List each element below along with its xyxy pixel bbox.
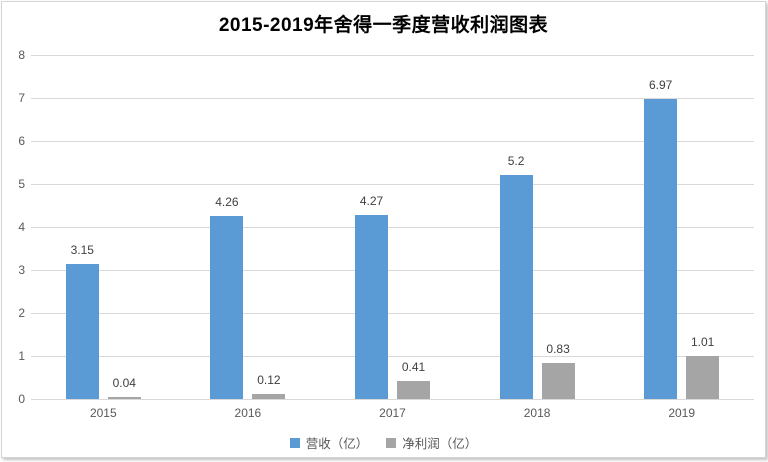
x-axis-tick-label: 2019 (668, 406, 696, 420)
data-label: 3.15 (70, 242, 94, 257)
gridline (31, 312, 754, 314)
gridline (31, 226, 754, 228)
legend-swatch (289, 437, 300, 448)
data-label: 4.26 (215, 194, 239, 209)
bar-revenue (644, 99, 678, 399)
x-axis-tick-label: 2018 (523, 406, 551, 420)
gridline (31, 398, 754, 400)
y-axis-tick-label: 0 (18, 392, 25, 406)
legend-swatch (386, 437, 397, 448)
bar-net-profit (686, 355, 720, 399)
bar-net-profit (107, 397, 141, 399)
y-axis-tick-label: 2 (18, 306, 25, 320)
data-label: 5.2 (507, 154, 525, 169)
y-axis-tick-label: 1 (18, 349, 25, 363)
x-axis-tick-label: 2016 (234, 406, 262, 420)
bar-revenue (499, 175, 533, 399)
bar-revenue (355, 215, 388, 399)
y-axis-tick-label: 4 (18, 220, 25, 234)
legend-label: 营收（亿） (305, 437, 369, 451)
y-axis-tick-label: 8 (18, 48, 25, 62)
gridline (31, 355, 754, 357)
y-axis-tick-label: 7 (18, 91, 25, 105)
bar-net-profit (397, 381, 430, 399)
data-label: 4.27 (359, 194, 384, 209)
chart-title: 2015-2019年舍得一季度营收利润图表 (218, 15, 549, 36)
bar-net-profit (252, 393, 286, 399)
x-axis-tick-label: 2017 (379, 406, 406, 420)
data-label: 0.41 (401, 360, 426, 375)
y-axis-tick-label: 6 (18, 134, 25, 148)
gridline (31, 183, 754, 185)
y-axis-tick-label: 3 (18, 263, 25, 277)
data-label: 6.97 (649, 78, 673, 93)
gridline (31, 54, 754, 56)
gridline (31, 140, 754, 142)
bar-revenue (210, 215, 244, 399)
x-axis-tick-label: 2015 (89, 406, 117, 420)
bar-revenue (65, 263, 99, 399)
bar-net-profit (541, 363, 575, 399)
data-label: 0.12 (257, 372, 281, 387)
data-label: 0.83 (546, 342, 570, 357)
data-label: 0.04 (112, 376, 136, 391)
gridline (31, 97, 754, 99)
y-axis-tick-label: 5 (18, 177, 25, 191)
legend-item: 净利润（亿） (386, 433, 477, 452)
data-label: 1.01 (691, 334, 715, 349)
legend: 营收（亿） 净利润（亿） (2, 433, 765, 452)
gridline (31, 269, 754, 271)
legend-label: 净利润（亿） (402, 437, 478, 451)
legend-item: 营收（亿） (289, 433, 369, 452)
